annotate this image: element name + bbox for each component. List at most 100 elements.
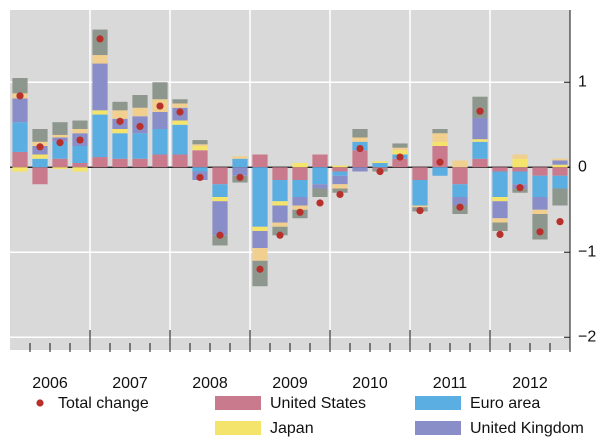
bar-segment	[72, 129, 88, 134]
bar-segment	[132, 133, 148, 159]
total-dot	[136, 122, 144, 131]
bar-segment	[92, 55, 108, 64]
bar-segment	[552, 188, 568, 206]
bar-segment	[532, 167, 548, 176]
bar-segment	[492, 171, 508, 197]
total-dot	[16, 92, 24, 100]
total-dot	[296, 208, 304, 216]
y-tick-label: −2	[578, 328, 596, 345]
bar-segment	[532, 209, 548, 214]
bar-segment	[272, 180, 288, 202]
y-tick-label: 1	[578, 73, 587, 90]
legend-swatch	[215, 421, 261, 435]
x-group-label: 2012	[512, 375, 548, 392]
bar-segment	[332, 171, 348, 176]
bar-segment	[412, 205, 428, 208]
total-dot	[176, 108, 184, 116]
bar-segment	[432, 146, 448, 168]
bar-segment	[512, 167, 528, 172]
bar-segment	[332, 175, 348, 185]
bar-segment	[72, 146, 88, 163]
bar-segment	[272, 226, 288, 236]
bar-segment	[472, 117, 488, 140]
bar-segment	[352, 137, 368, 142]
bar-segment	[432, 133, 448, 142]
bar-segment	[492, 167, 508, 172]
bar-segment	[492, 218, 508, 223]
bar-segment	[132, 158, 148, 168]
bar-segment	[272, 222, 288, 227]
total-dot	[516, 184, 524, 192]
bar-segment	[512, 154, 528, 159]
bar-segment	[172, 124, 188, 155]
legend-label: United Kingdom	[470, 420, 584, 437]
bar-segment	[192, 146, 208, 151]
bar-segment	[272, 167, 288, 180]
bar-segment	[412, 180, 428, 206]
bar-segment	[32, 129, 48, 142]
bar-segment	[532, 214, 548, 240]
legend-swatch	[215, 396, 261, 410]
bar-segment	[552, 167, 568, 176]
bar-segment	[212, 235, 228, 246]
bar-segment	[432, 167, 448, 176]
bar-segment	[252, 248, 268, 261]
bar-segment	[232, 156, 248, 159]
bar-segment	[312, 188, 328, 197]
bar-segment	[152, 129, 168, 155]
x-group-label: 2010	[352, 375, 388, 392]
bar-segment	[172, 154, 188, 168]
total-dot	[36, 143, 44, 151]
bar-segment	[372, 161, 388, 163]
bar-segment	[532, 175, 548, 197]
bar-segment	[412, 167, 428, 180]
total-dot	[276, 231, 284, 239]
bar-segment	[212, 184, 228, 197]
bar-segment	[392, 150, 408, 155]
bar-segment	[392, 158, 408, 168]
bar-segment	[192, 167, 208, 172]
bar-segment	[72, 167, 88, 172]
bar-segment	[312, 184, 328, 189]
bar-segment	[192, 140, 208, 145]
bar-segment	[12, 98, 28, 123]
bar-segment	[492, 222, 508, 231]
bar-segment	[52, 158, 68, 168]
bar-segment	[512, 158, 528, 168]
bar-segment	[92, 114, 108, 158]
total-dot	[156, 102, 164, 110]
bar-segment	[472, 141, 488, 159]
legend-label: United States	[270, 395, 366, 412]
bar-segment	[332, 184, 348, 189]
bar-segment	[72, 120, 88, 129]
bar-segment	[452, 184, 468, 197]
bar-segment	[292, 197, 308, 206]
total-dot	[336, 190, 344, 199]
legend-swatch	[415, 396, 461, 410]
bar-segment	[292, 163, 308, 168]
bar-segment	[552, 164, 568, 168]
total-dot	[536, 228, 544, 236]
bar-segment	[332, 188, 348, 193]
total-dot	[116, 117, 124, 125]
bar-segment	[112, 129, 128, 134]
bar-segment	[92, 110, 108, 115]
bar-segment	[252, 231, 268, 248]
x-group-label: 2006	[32, 375, 68, 392]
bar-segment	[52, 141, 68, 159]
y-tick-label: −1	[578, 243, 596, 260]
total-dot	[456, 203, 464, 211]
bar-segment	[332, 167, 348, 172]
bar-segment	[112, 110, 128, 119]
bar-segment	[152, 154, 168, 168]
bar-segment	[432, 141, 448, 146]
y-tick-label: 0	[578, 158, 587, 175]
bar-segment	[212, 201, 228, 236]
total-dot	[356, 144, 364, 153]
bar-segment	[472, 96, 488, 118]
total-dot	[316, 199, 324, 207]
bar-segment	[392, 143, 408, 148]
bar-segment	[272, 205, 288, 223]
total-dot	[196, 173, 204, 182]
bar-segment	[552, 160, 568, 165]
